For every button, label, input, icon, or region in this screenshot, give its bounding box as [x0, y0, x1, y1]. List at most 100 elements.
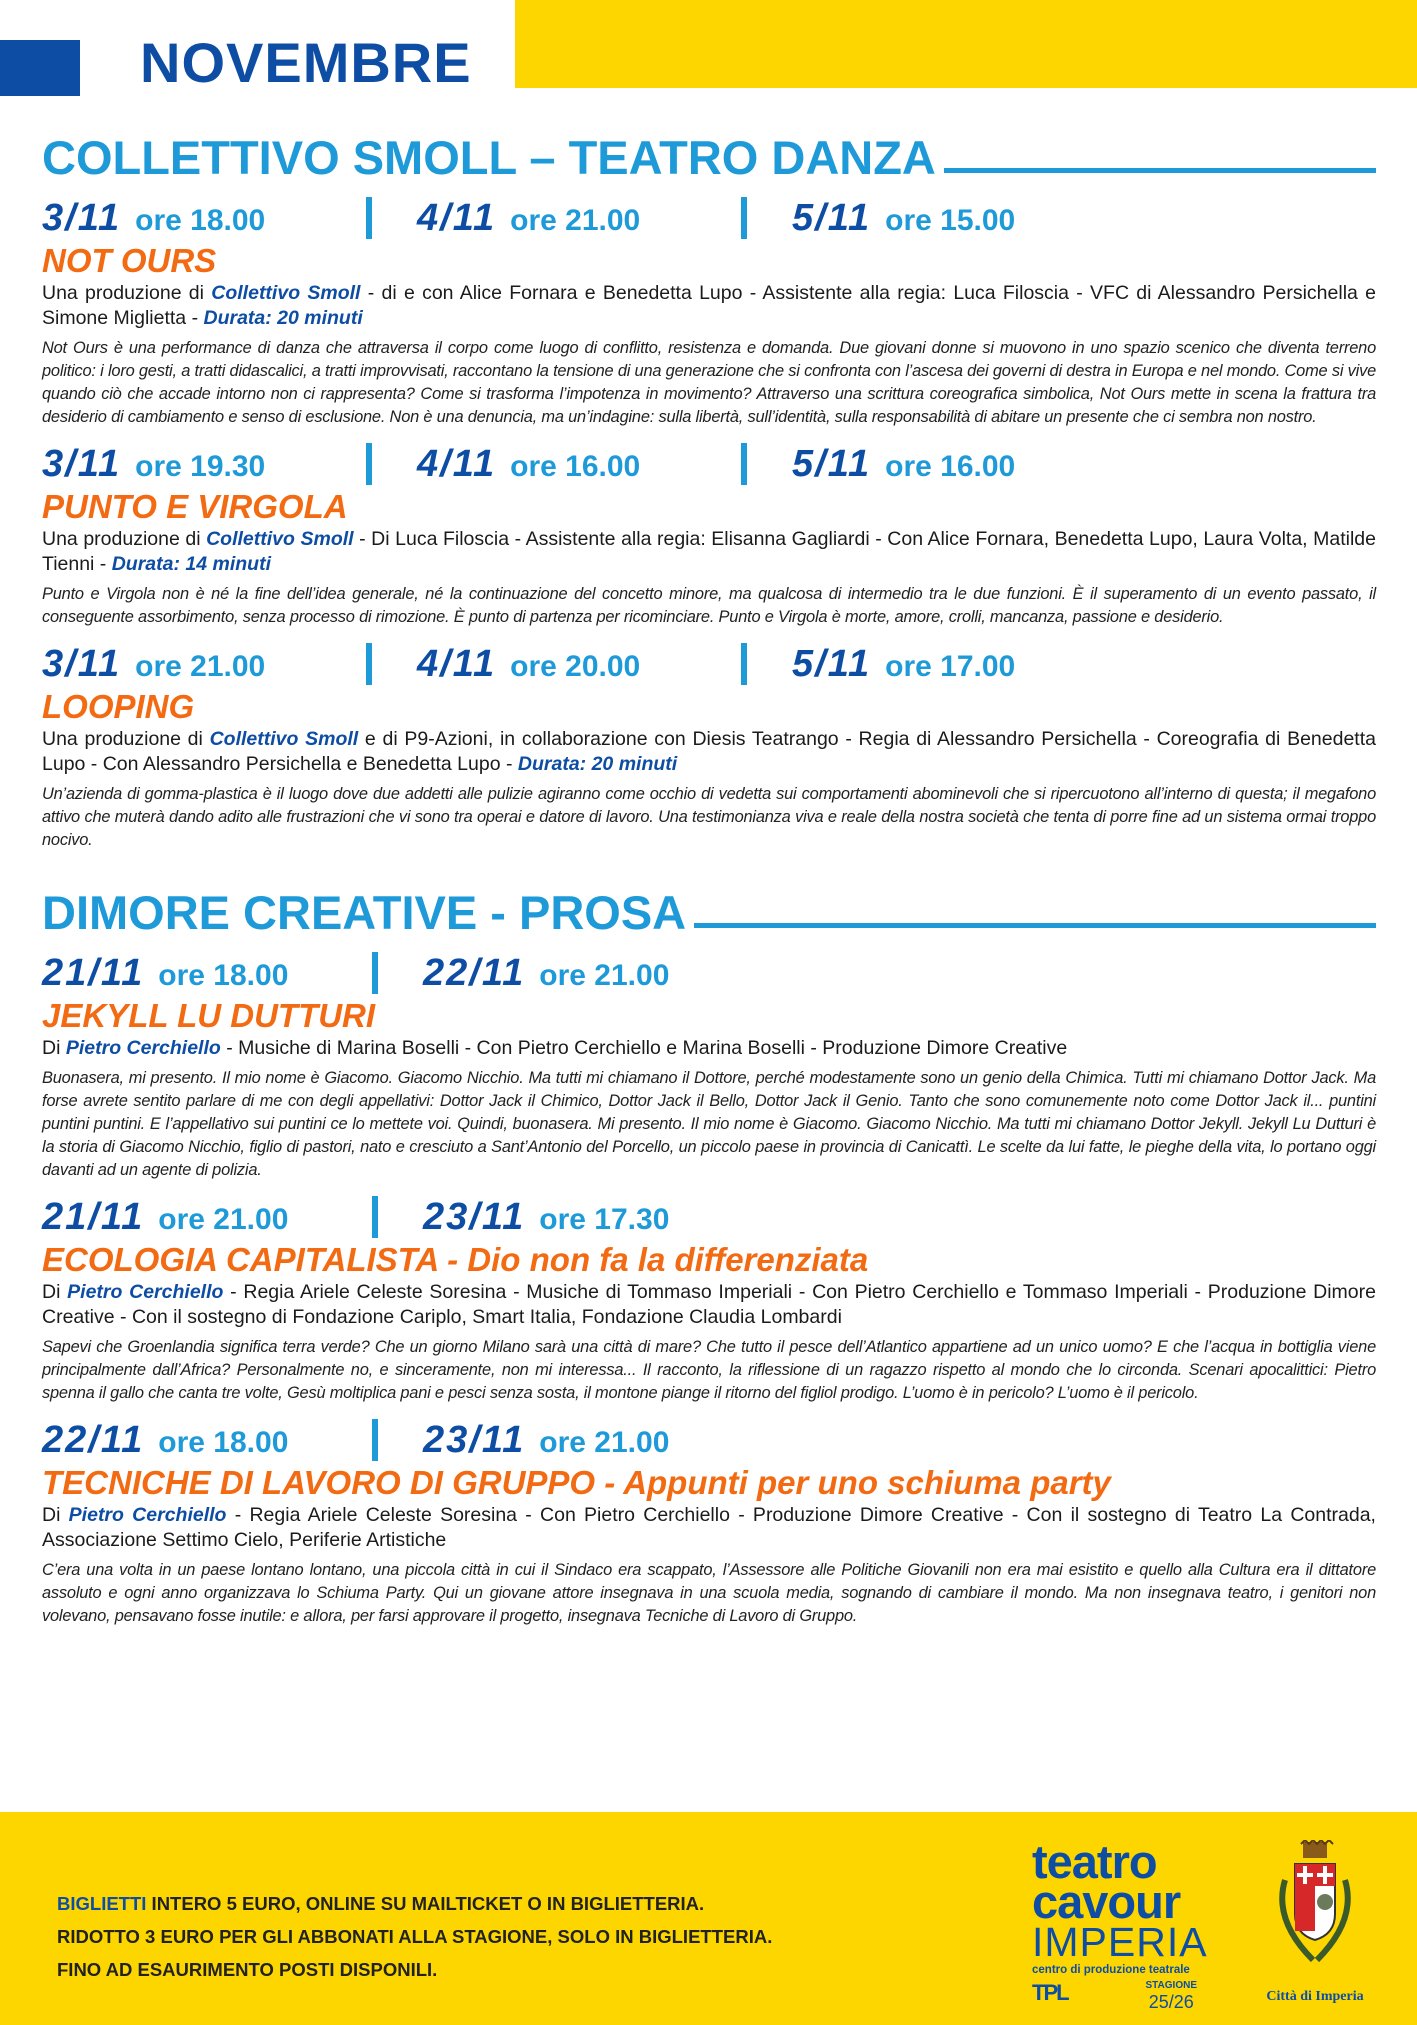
tpl-logo: TPL: [1032, 1980, 1070, 2005]
season-label: STAGIONE: [1145, 1980, 1197, 1991]
event-title-text: JEKYLL LU DUTTURI: [42, 997, 376, 1034]
event-title-text: TECNICHE DI LAVORO DI GRUPPO: [42, 1464, 596, 1501]
section-title: DIMORE CREATIVE - PROSA: [42, 880, 1376, 940]
tickets-label: BIGLIETTI: [57, 1893, 147, 1914]
event-title: LOOPING: [42, 687, 1376, 727]
logo-text: cavour: [1032, 1875, 1181, 1928]
date: 3/11: [42, 442, 122, 485]
date-item: 23/11 ore 21.00: [423, 1419, 753, 1462]
coat-of-arms-icon: [1279, 1838, 1351, 1963]
producer: Pietro Cerchiello: [67, 1281, 224, 1303]
time: ore 21.00: [135, 649, 266, 683]
duration: Durata: 20 minuti: [517, 753, 678, 775]
event-description: Sapevi che Groenlandia significa terra v…: [42, 1338, 1376, 1402]
event-title: ECOLOGIA CAPITALISTA - Dio non fa la dif…: [42, 1240, 1376, 1280]
producer: Pietro Cerchiello: [65, 1037, 221, 1059]
logo-tagline: centro di produzione teatrale: [1032, 1964, 1190, 1976]
time: ore 16.00: [510, 449, 641, 483]
section-divider: [694, 923, 1376, 928]
logo-text: teatro: [1032, 1835, 1158, 1888]
section-divider: [943, 168, 1376, 173]
time: ore 19.30: [135, 449, 266, 483]
date-separator: [741, 443, 747, 485]
city-coat-of-arms: Città di Imperia: [1260, 1838, 1370, 2005]
date: 21/11: [42, 1195, 145, 1238]
event-title-text: PUNTO E VIRGOLA: [42, 488, 348, 525]
event-subtitle: - Appunti per uno schiuma party: [595, 1464, 1111, 1501]
date: 5/11: [792, 642, 872, 685]
date-separator: [366, 443, 372, 485]
date-item: 23/11 ore 17.30: [423, 1196, 753, 1239]
date-item: 5/11 ore 15.00: [792, 197, 1116, 240]
event-credits: Di Pietro Cerchiello - Musiche di Marina…: [42, 1036, 1376, 1061]
event-title: JEKYLL LU DUTTURI: [42, 996, 1376, 1036]
event-dates: 3/11 ore 19.30 4/11 ore 16.00 5/11 ore 16.00: [42, 441, 1376, 487]
producer: Pietro Cerchiello: [68, 1504, 227, 1526]
duration: Durata: 14 minuti: [111, 553, 271, 575]
date: 5/11: [792, 196, 872, 239]
header-blue-square: [0, 40, 80, 96]
event-title: PUNTO E VIRGOLA: [42, 487, 1376, 527]
date: 22/11: [423, 951, 526, 994]
time: ore 20.00: [510, 649, 641, 683]
date-item: 4/11 ore 16.00: [417, 443, 741, 486]
date: 23/11: [423, 1418, 526, 1461]
time: ore 21.00: [510, 203, 641, 237]
event: 3/11 ore 19.30 4/11 ore 16.00 5/11 ore 16.00 P…: [42, 441, 1376, 629]
date: 23/11: [423, 1195, 526, 1238]
event-dates: 3/11 ore 18.00 4/11 ore 21.00 5/11 ore 15.00: [42, 195, 1376, 241]
credits-text: Di: [42, 1037, 66, 1059]
season-badge: STAGIONE 25/26: [1146, 1980, 1197, 2012]
credits-text: - Regia Ariele Celeste Soresina - Con Pi…: [42, 1504, 1376, 1551]
date: 4/11: [417, 196, 497, 239]
date: 4/11: [417, 442, 497, 485]
date-item: 3/11 ore 18.00: [42, 197, 366, 240]
event-title-text: LOOPING: [42, 688, 195, 725]
event-credits: Una produzione di Collettivo Smoll - Di …: [42, 527, 1376, 577]
date-item: 4/11 ore 20.00: [417, 643, 741, 686]
time: ore 21.00: [539, 958, 670, 992]
date-separator: [366, 643, 372, 685]
date-item: 21/11 ore 21.00: [42, 1196, 372, 1239]
event-description: Not Ours è una performance di danza che …: [42, 339, 1376, 426]
time: ore 17.00: [885, 649, 1016, 683]
date-item: 4/11 ore 21.00: [417, 197, 741, 240]
event-credits: Una produzione di Collettivo Smoll e di …: [42, 727, 1376, 777]
event-credits: Di Pietro Cerchiello - Regia Ariele Cele…: [42, 1280, 1376, 1330]
event-dates: 3/11 ore 21.00 4/11 ore 20.00 5/11 ore 17.00: [42, 641, 1376, 687]
credits-text: - Regia Ariele Celeste Soresina - Musich…: [42, 1281, 1376, 1328]
date: 4/11: [417, 642, 497, 685]
credits-text: - di e con Alice Fornara e Benedetta Lup…: [42, 282, 1376, 329]
ticket-line-2: RIDOTTO 3 EURO PER GLI ABBONATI ALLA STA…: [57, 1926, 773, 1947]
date-separator: [741, 643, 747, 685]
event-dates: 22/11 ore 18.00 23/11 ore 21.00: [42, 1417, 1376, 1463]
date: 21/11: [42, 951, 145, 994]
date: 5/11: [792, 442, 872, 485]
event-credits: Una produzione di Collettivo Smoll - di …: [42, 281, 1376, 331]
date-separator: [372, 1196, 378, 1238]
ticket-line-3: FINO AD ESAURIMENTO POSTI DISPONILI.: [57, 1959, 438, 1980]
producer: Collettivo Smoll: [206, 528, 354, 550]
footer: BIGLIETTI INTERO 5 EURO, ONLINE SU MAILT…: [0, 1812, 1417, 2025]
credits-text: e di P9-Azioni, in collaborazione con Di…: [42, 728, 1376, 775]
time: ore 18.00: [158, 958, 289, 992]
event-title-text: NOT OURS: [42, 242, 217, 279]
credits-text: Di: [42, 1504, 69, 1526]
time: ore 21.00: [539, 1425, 670, 1459]
event-description: C’era una volta in un paese lontano lont…: [42, 1561, 1376, 1625]
city-name: Città di Imperia: [1266, 1989, 1364, 2004]
event-dates: 21/11 ore 18.00 22/11 ore 21.00: [42, 950, 1376, 996]
event: 3/11 ore 21.00 4/11 ore 20.00 5/11 ore 17.00 L…: [42, 641, 1376, 852]
date-item: 21/11 ore 18.00: [42, 952, 372, 995]
producer: Collettivo Smoll: [209, 728, 359, 750]
section-title: COLLETTIVO SMOLL – TEATRO DANZA: [42, 125, 1376, 185]
date-separator: [372, 952, 378, 994]
event-title-text: ECOLOGIA CAPITALISTA: [42, 1241, 438, 1278]
time: ore 18.00: [158, 1425, 289, 1459]
date-separator: [366, 197, 372, 239]
date: 22/11: [42, 1418, 145, 1461]
date-item: 22/11 ore 21.00: [423, 952, 753, 995]
credits-text: Una produzione di: [42, 282, 212, 304]
date-item: 5/11 ore 16.00: [792, 443, 1116, 486]
header-yellow-band: [515, 0, 1417, 88]
